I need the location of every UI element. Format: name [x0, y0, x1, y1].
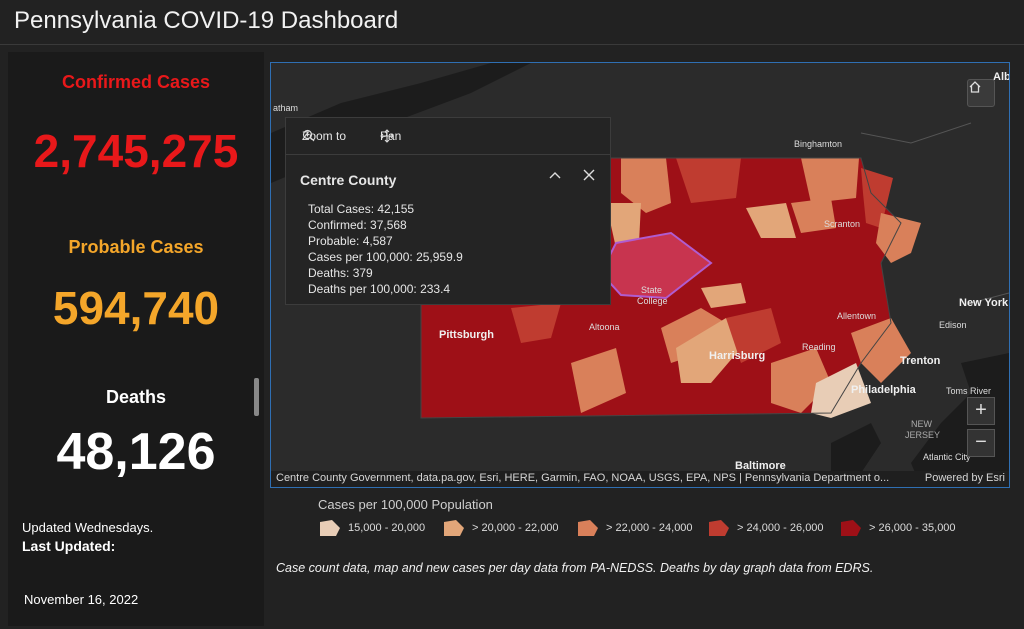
home-button[interactable] — [967, 79, 995, 107]
label-philadelphia: Philadelphia — [851, 384, 916, 396]
popup-title: Centre County — [300, 172, 397, 188]
label-atlantic-city: Atlantic City — [923, 452, 971, 462]
legend-label: > 26,000 - 35,000 — [869, 522, 956, 534]
deaths-label: Deaths — [105, 387, 167, 407]
legend-swatch — [709, 520, 729, 536]
label-baltimore: Baltimore — [735, 460, 786, 472]
popup-deaths-per-100k: Deaths per 100,000: 233.4 — [308, 282, 451, 296]
last-updated-date: November 16, 2022 — [24, 592, 139, 607]
popup-probable: Probable: 4,587 — [308, 234, 393, 248]
legend-label: > 22,000 - 24,000 — [606, 522, 693, 534]
confirmed-cases-value: 2,745,275 — [33, 125, 239, 177]
label-allentown: Allentown — [837, 311, 877, 321]
label-reading: Reading — [802, 342, 836, 352]
zoom-out-button[interactable]: − — [967, 429, 995, 457]
popup-toolbar: Zoom to Pan — [286, 118, 610, 155]
popup-cases-per-100k: Cases per 100,000: 25,959.9 — [308, 250, 463, 264]
plus-icon: + — [975, 399, 987, 421]
label-alb: Alb — [993, 71, 1010, 83]
zoom-icon — [302, 129, 315, 142]
home-icon — [969, 81, 981, 93]
label-state: State — [641, 285, 663, 295]
legend-swatch — [841, 520, 861, 536]
pan-icon — [380, 129, 394, 143]
county-popup: Zoom to Pan Centre County Total Cases: 4… — [285, 117, 611, 305]
header: Pennsylvania COVID-19 Dashboard — [0, 0, 1024, 45]
popup-deaths: Deaths: 379 — [308, 266, 373, 280]
pan-action[interactable]: Pan — [380, 129, 401, 143]
deaths-value: 48,126 — [56, 423, 216, 481]
powered-by-esri[interactable]: Powered by Esri — [924, 472, 1005, 484]
last-updated-label: Last Updated: — [22, 538, 116, 554]
confirmed-cases-label: Confirmed Cases — [61, 72, 211, 92]
zoom-to-action[interactable]: Zoom to — [302, 129, 346, 143]
map-attribution: Centre County Government, data.pa.gov, E… — [271, 471, 1009, 487]
label-atham: atham — [273, 103, 299, 113]
stats-panel: Confirmed Cases 2,745,275 Probable Cases… — [8, 52, 264, 626]
data-source-note: Case count data, map and new cases per d… — [276, 561, 874, 575]
label-toms-river: Toms River — [946, 386, 992, 396]
attribution-text[interactable]: Centre County Government, data.pa.gov, E… — [276, 472, 890, 484]
label-jersey: JERSEY — [905, 430, 941, 440]
popup-confirmed: Confirmed: 37,568 — [308, 218, 407, 232]
legend-label: 15,000 - 20,000 — [348, 522, 426, 534]
legend-title: Cases per 100,000 Population — [318, 497, 493, 512]
update-frequency: Updated Wednesdays. — [22, 520, 154, 535]
label-scranton: Scranton — [824, 219, 861, 229]
map-view[interactable]: Pittsburgh Altoona State College Harrisb… — [270, 62, 1010, 488]
label-binghamton: Binghamton — [794, 139, 843, 149]
close-icon — [583, 169, 595, 181]
label-new-york: New York — [959, 297, 1009, 309]
label-new: NEW — [911, 419, 932, 429]
label-edison: Edison — [939, 320, 967, 330]
probable-cases-value: 594,740 — [52, 282, 220, 334]
legend-swatch — [444, 520, 464, 536]
zoom-in-button[interactable]: + — [967, 397, 995, 425]
label-altoona: Altoona — [589, 322, 620, 332]
label-harrisburg: Harrisburg — [709, 350, 766, 362]
label-trenton: Trenton — [900, 355, 941, 367]
legend-label: > 24,000 - 26,000 — [737, 522, 824, 534]
popup-total-cases: Total Cases: 42,155 — [308, 202, 415, 216]
probable-cases-label: Probable Cases — [68, 237, 204, 257]
minus-icon: − — [975, 431, 987, 453]
label-college: College — [637, 296, 668, 306]
chevron-up-icon — [549, 172, 561, 179]
label-pittsburgh: Pittsburgh — [439, 329, 494, 341]
legend-label: > 20,000 - 22,000 — [472, 522, 559, 534]
legend-swatch — [578, 520, 598, 536]
page-title: Pennsylvania COVID-19 Dashboard — [14, 7, 399, 34]
legend-swatch — [320, 520, 340, 536]
scrollbar-thumb[interactable] — [254, 378, 259, 416]
